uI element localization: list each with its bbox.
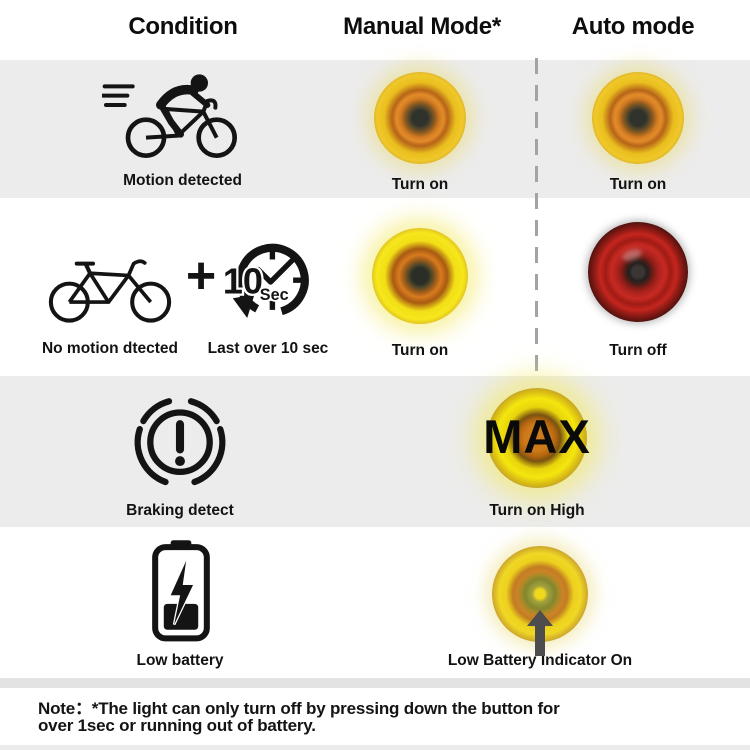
row4-condition-label: Low battery — [136, 652, 224, 669]
row3-state-label: Turn on High — [489, 502, 585, 519]
timer-number-text: 10 — [223, 261, 263, 302]
row1-manual-state-label: Turn on — [391, 176, 449, 193]
row2-manual-state-label: Turn on — [391, 342, 449, 359]
row4-state-label: Low Battery Indicator On — [447, 652, 633, 669]
row3-condition-label: Braking detect — [126, 502, 234, 519]
row2-timer-label: Last over 10 sec — [207, 340, 329, 357]
column-header-manual-mode: Manual Mode* — [343, 13, 501, 40]
row2-auto-state-label: Turn off — [609, 342, 667, 359]
plus-sign: + — [185, 247, 217, 305]
footnote-line1: Note：*The light can only turn off by pre… — [38, 699, 560, 718]
up-arrow-icon — [527, 610, 553, 656]
timer-unit-text: Sec — [260, 286, 289, 304]
row1-auto-state-label: Turn on — [609, 176, 667, 193]
speeding-cyclist-icon — [102, 70, 242, 160]
row1-condition-label: Motion detected — [123, 172, 242, 189]
lens-glint — [620, 247, 644, 263]
footnote-line2: over 1sec or running out of battery. — [38, 716, 316, 735]
column-header-auto-mode: Auto mode — [571, 13, 695, 40]
taillight-on-manual-row1 — [374, 72, 466, 164]
row3-background-band — [0, 376, 750, 527]
row2-condition-label: No motion dtected — [41, 340, 179, 357]
max-brightness-text: MAX — [483, 410, 591, 463]
brake-warning-icon — [126, 394, 234, 494]
manual-auto-dashed-divider — [535, 58, 538, 372]
low-battery-icon — [150, 540, 212, 642]
taillight-max-brightness — [487, 388, 587, 488]
taillight-on-auto-row1 — [592, 72, 684, 164]
timer-10sec-icon: 10 Sec — [222, 237, 312, 327]
note-divider-bar — [0, 678, 750, 688]
bottom-edge-bar — [0, 745, 750, 750]
column-header-condition: Condition — [128, 13, 238, 40]
taillight-off-red-auto-row2 — [588, 222, 688, 322]
bicycle-icon — [45, 240, 175, 325]
taillight-on-bright-manual-row2 — [372, 228, 468, 324]
